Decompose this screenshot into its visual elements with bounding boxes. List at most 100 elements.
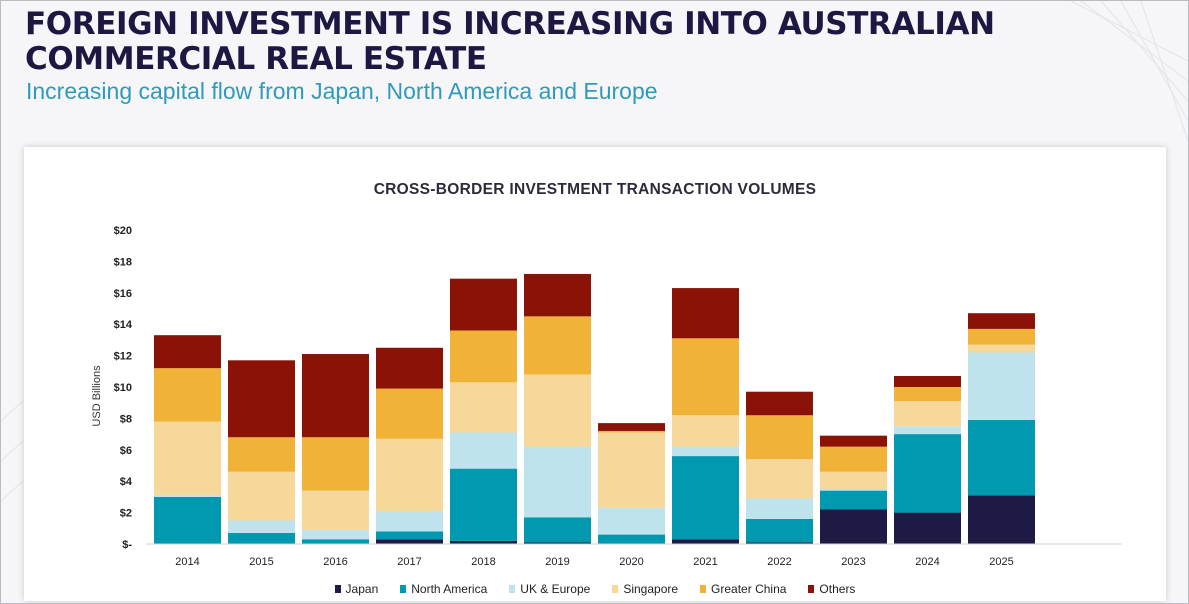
bar-segment-greater-china [376, 388, 443, 439]
legend-label: Greater China [711, 582, 787, 596]
y-tick-label: $2 [120, 508, 132, 520]
y-tick-label: $20 [114, 225, 132, 237]
bar-segment-greater-china [524, 316, 591, 375]
bar-segment-north-america [228, 533, 295, 544]
x-tick-label: 2018 [471, 556, 495, 568]
bar-segment-japan [968, 495, 1035, 544]
bar-segment-north-america [376, 531, 443, 540]
legend-item: Greater China [700, 582, 786, 596]
x-axis-ticks: 2014 2015 2016 2017 2018 2019 2020 2021 2022 2023… [175, 556, 1013, 568]
y-tick-label: $6 [120, 445, 132, 457]
bar-segment-singapore [746, 459, 813, 499]
stacked-bar-chart: CROSS-BORDER INVESTMENT TRANSACTION VOLU… [91, 181, 1122, 568]
x-tick-label: 2023 [841, 556, 865, 568]
bar-stack-2019 [524, 273, 591, 544]
bar-segment-north-america [746, 518, 813, 543]
y-tick-label: $10 [114, 382, 132, 394]
bar-segment-greater-china [820, 446, 887, 472]
bar-stack-2017 [376, 347, 443, 544]
x-tick-label: 2019 [545, 556, 569, 568]
bar-segment-others [746, 391, 813, 416]
y-tick-label: $12 [114, 351, 132, 363]
bar-segment-uk-europe [450, 432, 517, 469]
bar-segment-uk-europe [968, 352, 1035, 420]
bar-segment-north-america [154, 496, 221, 544]
x-tick-label: 2014 [175, 556, 199, 568]
bar-segment-greater-china [894, 387, 961, 402]
bar-stack-2025 [968, 313, 1035, 544]
legend-label: Others [819, 582, 856, 596]
bar-segment-uk-europe [228, 520, 295, 534]
bar-segment-greater-china [672, 338, 739, 416]
bar-stack-2023 [820, 435, 887, 544]
y-tick-label: $8 [120, 413, 132, 425]
bar-segment-singapore [598, 432, 665, 508]
bar-segment-others [228, 360, 295, 438]
y-tick-label: $18 [114, 256, 132, 268]
x-tick-label: 2015 [249, 556, 273, 568]
bar-segment-uk-europe [598, 507, 665, 535]
x-tick-label: 2021 [693, 556, 717, 568]
page-subtitle: Increasing capital flow from Japan, Nort… [26, 78, 658, 104]
bar-segment-others [376, 347, 443, 389]
bar-segment-others [154, 335, 221, 369]
bar-segment-greater-china [228, 437, 295, 472]
bar-segment-japan [672, 539, 739, 544]
bar-segment-uk-europe [376, 511, 443, 532]
x-tick-label: 2022 [767, 556, 791, 568]
bar-segment-singapore [968, 344, 1035, 353]
bar-stack-2015 [228, 360, 295, 544]
y-tick-label: $4 [120, 476, 133, 488]
bar-segment-greater-china [302, 437, 369, 491]
bar-segment-singapore [820, 471, 887, 490]
bar-segment-uk-europe [894, 426, 961, 435]
bar-segment-singapore [228, 471, 295, 521]
bar-segment-others [894, 376, 961, 387]
x-tick-label: 2017 [397, 556, 421, 568]
bar-segment-singapore [450, 382, 517, 433]
bar-segment-japan [746, 542, 813, 544]
bar-stack-2016 [302, 354, 369, 544]
x-tick-label: 2016 [323, 556, 347, 568]
bar-segment-others [672, 288, 739, 339]
x-tick-label: 2025 [989, 556, 1013, 568]
bar-segment-japan [450, 540, 517, 544]
bar-segment-uk-europe [302, 529, 369, 540]
bar-stack-2018 [450, 278, 517, 544]
y-axis-label: USD Billions [91, 365, 103, 427]
legend-item: Others [808, 582, 855, 596]
bar-segment-north-america [672, 456, 739, 540]
bar-segment-others [450, 278, 517, 331]
legend-swatch [334, 585, 341, 593]
bar-segment-uk-europe [820, 489, 887, 491]
bar-segment-north-america [302, 539, 369, 544]
bar-segment-greater-china [746, 415, 813, 460]
bar-segment-north-america [968, 419, 1035, 496]
bar-segment-japan [820, 509, 887, 544]
bar-segment-others [820, 435, 887, 447]
bar-segment-japan [524, 542, 591, 544]
legend-swatch [400, 585, 407, 593]
bar-stack-2021 [672, 288, 739, 544]
legend-swatch [700, 585, 707, 593]
bar-stacks [154, 273, 1035, 544]
legend-item: North America [400, 582, 487, 596]
legend-label: Singapore [623, 582, 679, 596]
y-axis-ticks: $- $2 $4 $6 $8 $10 $12 $14 $16 $18 $20 [114, 225, 133, 551]
page-title: FOREIGN INVESTMENT IS INCREASING INTO AU… [25, 6, 995, 77]
bar-segment-others [302, 354, 369, 438]
bar-stack-2014 [154, 335, 221, 544]
legend-item: UK & Europe [509, 582, 590, 596]
bar-stack-2024 [894, 376, 961, 544]
legend-swatch [509, 585, 516, 593]
x-tick-label: 2024 [915, 556, 939, 568]
bar-segment-north-america [524, 517, 591, 543]
bar-segment-north-america [894, 434, 961, 513]
bar-segment-uk-europe [524, 446, 591, 518]
chart-legend: Japan North America UK & Europe Singapore Gr… [24, 579, 1166, 599]
bar-segment-north-america [820, 490, 887, 510]
bar-segment-greater-china [968, 328, 1035, 345]
bar-segment-japan [376, 539, 443, 544]
chart-card: CROSS-BORDER INVESTMENT TRANSACTION VOLU… [24, 147, 1166, 601]
